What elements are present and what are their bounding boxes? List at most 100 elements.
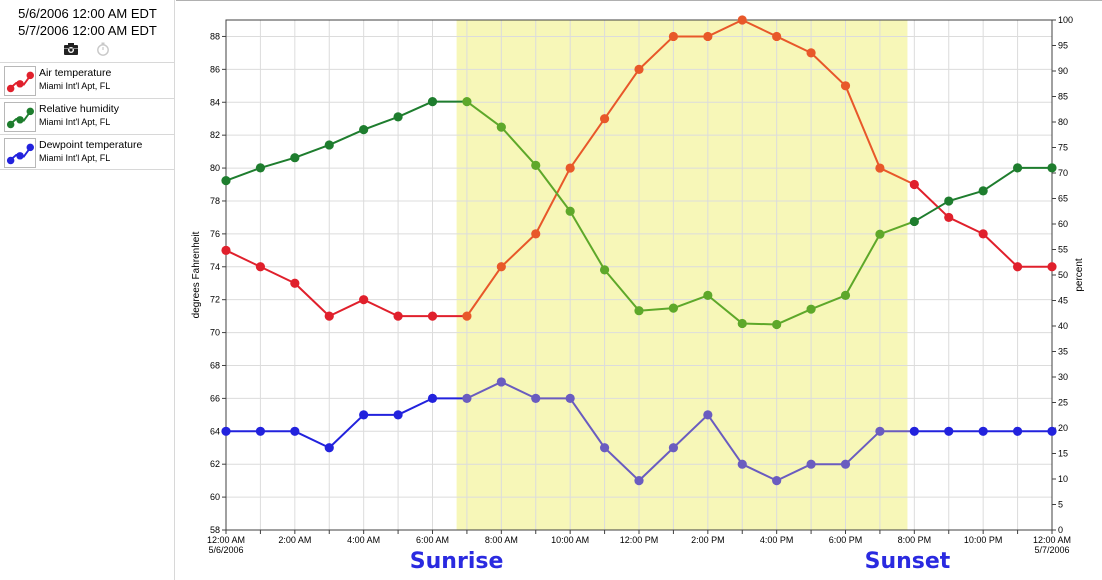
data-point[interactable] — [599, 443, 610, 453]
data-point[interactable] — [1012, 262, 1023, 272]
chart: 58 60 62 64 66 68 70 72 74 76 78 80 82 84 86 88 0 5 10 15 20… — [191, 15, 1085, 574]
data-point[interactable] — [427, 393, 438, 403]
series-line-segment — [225, 166, 262, 182]
legend-item[interactable]: Dewpoint temperature Miami Int'l Apt, FL — [0, 134, 174, 170]
left-axis-tick-label: 82 — [210, 130, 220, 140]
data-point[interactable] — [840, 290, 851, 300]
data-point[interactable] — [393, 410, 403, 420]
data-point[interactable] — [703, 31, 713, 42]
data-point[interactable] — [324, 443, 334, 453]
data-point[interactable] — [703, 290, 713, 300]
right-axis-tick-label: 15 — [1058, 449, 1068, 459]
data-point[interactable] — [531, 229, 541, 239]
data-point[interactable] — [565, 206, 575, 216]
data-point[interactable] — [978, 426, 988, 436]
series-line-segment — [362, 115, 400, 131]
data-point[interactable] — [840, 459, 851, 469]
data-point[interactable] — [462, 97, 472, 107]
series-line-segment — [328, 128, 365, 146]
data-point[interactable] — [496, 262, 506, 272]
data-point[interactable] — [496, 122, 506, 132]
clock-icon[interactable] — [95, 42, 111, 56]
data-point[interactable] — [1047, 426, 1057, 436]
data-point[interactable] — [944, 212, 954, 223]
series-line-segment — [293, 282, 331, 318]
legend-item[interactable]: Air temperature Miami Int'l Apt, FL — [0, 62, 174, 98]
data-point[interactable] — [462, 311, 472, 321]
data-point[interactable] — [599, 265, 610, 275]
data-point[interactable] — [909, 179, 919, 190]
data-point[interactable] — [359, 410, 369, 420]
data-point[interactable] — [359, 295, 369, 305]
data-point[interactable] — [806, 304, 816, 314]
data-point[interactable] — [806, 459, 816, 469]
left-axis-tick-label: 74 — [210, 262, 220, 272]
data-point[interactable] — [221, 176, 231, 186]
data-point[interactable] — [875, 163, 885, 173]
data-point[interactable] — [875, 229, 885, 239]
data-point[interactable] — [393, 311, 403, 321]
series-line-segment — [706, 413, 744, 466]
data-point[interactable] — [944, 426, 954, 436]
data-point[interactable] — [772, 476, 782, 486]
data-point[interactable] — [772, 31, 782, 42]
data-point[interactable] — [875, 426, 885, 436]
series-line-segment — [638, 307, 675, 312]
data-point[interactable] — [531, 393, 541, 403]
data-point[interactable] — [1047, 262, 1057, 272]
data-point[interactable] — [290, 278, 300, 288]
data-point[interactable] — [978, 229, 988, 239]
data-point[interactable] — [599, 114, 610, 124]
legend-item[interactable]: Relative humidity Miami Int'l Apt, FL — [0, 98, 174, 134]
data-point[interactable] — [978, 186, 988, 196]
series-line-segment — [706, 294, 744, 325]
data-point[interactable] — [221, 245, 231, 255]
data-point[interactable] — [1012, 426, 1023, 436]
data-point[interactable] — [634, 476, 644, 486]
data-point[interactable] — [565, 163, 575, 173]
data-point[interactable] — [324, 311, 334, 321]
series-line-segment — [638, 446, 675, 482]
data-point[interactable] — [1047, 163, 1057, 173]
data-point[interactable] — [290, 426, 300, 436]
camera-icon[interactable] — [63, 42, 79, 56]
data-point[interactable] — [840, 81, 851, 91]
data-point[interactable] — [255, 426, 266, 436]
data-point[interactable] — [496, 377, 506, 387]
x-axis-tick-label: 2:00 AM — [278, 535, 311, 545]
data-point[interactable] — [255, 262, 266, 272]
data-point[interactable] — [427, 97, 438, 107]
series-line-segment — [328, 298, 365, 318]
data-point[interactable] — [393, 112, 403, 122]
data-point[interactable] — [703, 410, 713, 420]
data-point[interactable] — [221, 426, 231, 436]
x-axis-tick-label: 12:00 PM — [620, 535, 659, 545]
data-point[interactable] — [324, 140, 334, 150]
data-point[interactable] — [668, 443, 679, 453]
data-point[interactable] — [668, 31, 679, 42]
data-point[interactable] — [909, 426, 919, 436]
left-axis-tick-label: 62 — [210, 459, 220, 469]
data-point[interactable] — [737, 459, 747, 469]
data-point[interactable] — [427, 311, 438, 321]
data-point[interactable] — [290, 153, 300, 163]
data-point[interactable] — [909, 216, 919, 227]
data-point[interactable] — [668, 303, 679, 313]
data-point[interactable] — [772, 319, 782, 330]
data-point[interactable] — [737, 15, 747, 25]
data-point[interactable] — [806, 48, 816, 58]
data-point[interactable] — [565, 393, 575, 403]
data-point[interactable] — [255, 163, 266, 173]
series-air-temperature — [221, 15, 1057, 321]
data-point[interactable] — [359, 125, 369, 135]
series-line-segment — [225, 249, 262, 268]
data-point[interactable] — [462, 393, 472, 403]
data-point[interactable] — [1012, 163, 1023, 173]
data-point[interactable] — [737, 318, 747, 329]
data-point[interactable] — [634, 64, 644, 74]
data-point[interactable] — [944, 196, 954, 206]
right-axis-tick-label: 60 — [1058, 219, 1068, 229]
data-point[interactable] — [634, 306, 644, 316]
data-point[interactable] — [531, 160, 541, 170]
left-axis-tick-label: 86 — [210, 64, 220, 74]
